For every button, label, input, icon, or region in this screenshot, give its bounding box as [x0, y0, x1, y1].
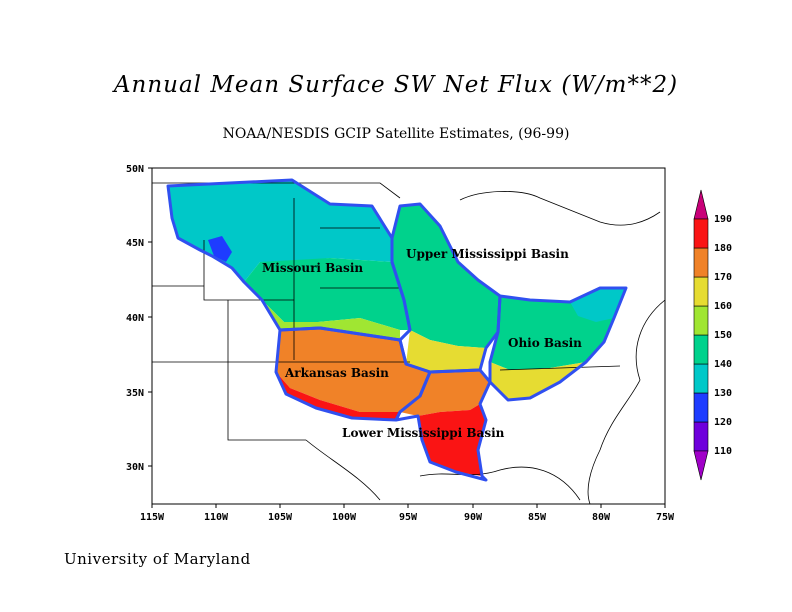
colorbar-segment: [693, 218, 709, 249]
state-line-1: [203, 240, 294, 301]
map-title: Annual Mean Surface SW Net Flux (W/m**2): [113, 72, 679, 98]
flux-region-ohio-south: [490, 362, 586, 400]
colorbar-segment: [693, 421, 709, 452]
basin-label-arkansas: Arkansas Basin: [284, 366, 389, 380]
colorbar-segment: [693, 334, 709, 365]
upper-miss-basin-outline: [390, 202, 502, 374]
basin-label-upper-mississippi: Upper Mississippi Basin: [406, 247, 569, 261]
lat-label-40n: 40N: [126, 313, 144, 324]
colorbar-segment: [693, 276, 709, 307]
colorbar-segment: [693, 305, 709, 336]
lon-label-90w: 90W: [464, 512, 483, 523]
basin-outlines: [166, 178, 628, 482]
flux-region-upper-miss-south: [406, 330, 486, 372]
colorbar-label: 160: [714, 301, 732, 312]
flux-region-arkansas: [276, 328, 430, 412]
colorbar-segment: [693, 247, 709, 278]
colorbar-label: 190: [714, 214, 732, 225]
lon-label-80w: 80W: [592, 512, 611, 523]
axis-ticks: [148, 167, 666, 508]
basin-label-missouri: Missouri Basin: [262, 261, 363, 275]
colorbar-segment: [693, 363, 709, 394]
basin-label-ohio: Ohio Basin: [508, 336, 582, 350]
colorbar-segment: [693, 392, 709, 423]
lon-label-115w: 115W: [140, 512, 165, 523]
colorbar-label: 120: [714, 417, 732, 428]
lon-label-95w: 95W: [399, 512, 418, 523]
lon-label-105w: 105W: [268, 512, 293, 523]
flux-region-upper-miss: [392, 204, 500, 348]
ohio-basin-outline: [488, 286, 628, 402]
lower-miss-basin-outline: [394, 368, 492, 482]
coast-atlantic: [587, 299, 665, 504]
lat-label-35n: 35N: [126, 388, 144, 399]
coast-gulf: [305, 439, 581, 501]
colorbar: 110 120 130 140 150 160 170 180 190: [693, 189, 732, 481]
flux-region-lower-miss-south: [418, 404, 486, 476]
colorbar-label: 150: [714, 330, 732, 341]
state-line-8: [499, 365, 621, 371]
lon-label-110w: 110W: [204, 512, 229, 523]
map-subtitle: NOAA/NESDIS GCIP Satellite Estimates, (9…: [222, 126, 570, 142]
lon-label-100w: 100W: [332, 512, 357, 523]
colorbar-label: 140: [714, 359, 732, 370]
state-line-4: [227, 300, 306, 441]
flux-region-missouri-south: [244, 258, 410, 330]
lat-label-30n: 30N: [126, 462, 144, 473]
colorbar-arrow-bottom: [693, 450, 709, 481]
lon-label-85w: 85W: [528, 512, 547, 523]
colorbar-label: 170: [714, 272, 732, 283]
lon-label-75w: 75W: [656, 512, 675, 523]
flux-region-lower-miss: [400, 370, 490, 416]
lat-label-45n: 45N: [126, 238, 144, 249]
lat-label-50n: 50N: [126, 164, 144, 175]
basin-label-lower-mississippi: Lower Mississippi Basin: [342, 426, 505, 440]
great-lakes: [459, 191, 661, 226]
colorbar-label: 130: [714, 388, 732, 399]
credit-text: University of Maryland: [64, 550, 251, 568]
colorbar-arrow-top: [693, 189, 709, 220]
flux-region-missouri-yellow: [262, 300, 400, 340]
flux-region-arkansas-south: [276, 372, 400, 420]
colorbar-label: 110: [714, 446, 732, 457]
colorbar-label: 180: [714, 243, 732, 254]
